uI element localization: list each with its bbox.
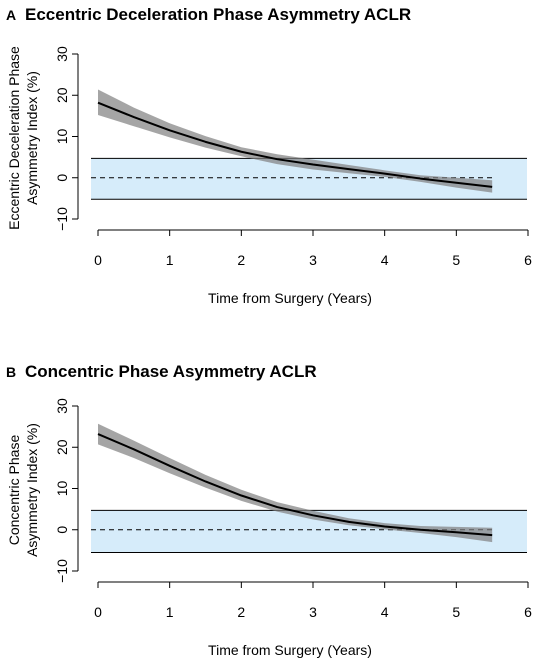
panel-a-y-tick-label: 20 — [54, 87, 70, 103]
panel-b-fitted-curve — [97, 433, 493, 537]
panel-a-x-tick-label: 4 — [381, 252, 389, 268]
panel-b: B Concentric Phase Asymmetry ACLR −10010… — [6, 362, 532, 658]
panel-a-title: Eccentric Deceleration Phase Asymmetry A… — [25, 5, 411, 24]
panel-a-x-tick-label: 5 — [452, 252, 460, 268]
panel-b-y-tick-label: 0 — [54, 526, 70, 534]
panel-b-y-tick-label: −10 — [54, 559, 70, 583]
panel-b-y-tick-label: 10 — [54, 481, 70, 497]
panel-a: A Eccentric Deceleration Phase Asymmetry… — [6, 5, 532, 306]
panel-b-label: B — [6, 364, 16, 380]
panel-a-x-tick-label: 6 — [524, 252, 532, 268]
panel-b-x-tick-label: 0 — [94, 604, 102, 620]
panel-b-y-tick-label: 20 — [54, 439, 70, 455]
panel-a-fitted-curve — [97, 101, 493, 188]
panel-a-label: A — [6, 7, 16, 23]
panel-b-x-tick-label: 3 — [309, 604, 317, 620]
panel-b-confidence-band — [98, 423, 493, 543]
panel-b-y-tick-label: 30 — [54, 398, 70, 414]
panel-b-x-tick-label: 5 — [452, 604, 460, 620]
panel-b-x-tick-label: 2 — [237, 604, 245, 620]
panel-a-y-tick-label: 0 — [54, 174, 70, 182]
panel-a-y-tick-label: −10 — [54, 207, 70, 231]
panel-b-x-tick-label: 6 — [524, 604, 532, 620]
panel-b-title: Concentric Phase Asymmetry ACLR — [25, 362, 317, 381]
panel-a-y-tick-label: 10 — [54, 129, 70, 145]
panel-a-x-axis-title: Time from Surgery (Years) — [208, 290, 372, 306]
panel-a-x-tick-label: 1 — [166, 252, 174, 268]
panel-a-x-tick-label: 2 — [237, 252, 245, 268]
panel-a-y-tick-label: 30 — [54, 46, 70, 62]
panel-a-x-tick-label: 0 — [94, 252, 102, 268]
panel-a-y-axis-title-line-2: Asymmetry Index (%) — [24, 71, 40, 205]
panel-a-y-axis-title-line-1: Eccentric Deceleration Phase — [6, 46, 22, 230]
panel-a-plot-area: −10 0 10 20 30 0 1 2 3 4 5 6 — [54, 46, 532, 268]
panel-a-x-tick-label: 3 — [309, 252, 317, 268]
panel-b-plot-area: −10 0 10 20 30 0 1 2 3 4 5 6 — [54, 398, 532, 620]
panel-b-x-tick-label: 1 — [166, 604, 174, 620]
panel-b-y-axis-title-line-2: Asymmetry Index (%) — [24, 423, 40, 557]
panel-b-x-axis-title: Time from Surgery (Years) — [208, 642, 372, 658]
panel-b-x-tick-label: 4 — [381, 604, 389, 620]
panel-b-y-axis-title-line-1: Concentric Phase — [6, 435, 22, 546]
